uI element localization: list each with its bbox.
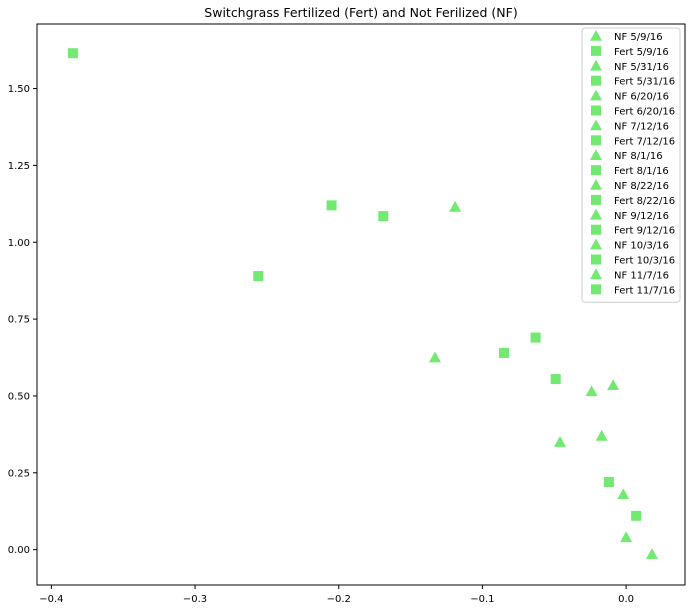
y-tick-label: 0.25 [8,468,30,479]
data-point-square [253,271,264,282]
data-point-square [603,477,614,488]
data-points [67,48,658,560]
legend-marker [590,149,602,160]
legend-label: Fert 9/12/16 [614,226,675,237]
data-point-triangle [595,429,608,441]
data-point-triangle [553,436,566,447]
legend-marker [590,30,602,41]
y-tick-label: 0.50 [8,391,30,402]
legend-marker [591,254,601,265]
legend-label: NF 8/22/16 [614,181,669,192]
legend-label: NF 6/20/16 [614,92,669,103]
legend-marker [590,208,602,220]
chart-title: Switchgrass Fertilized (Fert) and Not Fe… [204,5,517,20]
legend-marker [590,238,602,250]
legend-marker [591,45,601,56]
data-point-square [631,510,642,521]
legend-label: NF 11/7/16 [614,270,669,281]
x-tick-label: −0.4 [39,594,63,605]
data-point-square [530,332,541,343]
legend-label: NF 5/31/16 [614,62,669,73]
legend-marker [591,135,601,146]
legend-marker [590,179,602,190]
data-point-square [326,200,337,211]
legend-label: Fert 11/7/16 [614,285,675,296]
data-point-square [378,211,389,222]
legend-label: Fert 5/9/16 [614,47,669,58]
legend: NF 5/9/16 Fert 5/9/16 NF 5/31/16 Fert 5/31/… [581,27,681,303]
legend-label: Fert 10/3/16 [614,256,675,267]
x-tick-label: −0.3 [183,594,207,605]
legend-label: Fert 6/20/16 [614,107,675,118]
legend-marker [591,105,601,116]
legend-marker [590,89,602,101]
y-tick-label: 1.25 [8,161,30,172]
legend-marker [591,224,601,235]
legend-label: NF 5/9/16 [614,32,663,43]
legend-label: Fert 8/1/16 [614,166,669,177]
data-point-triangle [585,385,598,397]
y-tick-label: 1.00 [8,238,30,249]
x-tick-label: −0.2 [327,594,351,605]
data-point-triangle [645,548,658,560]
legend-marker [591,284,601,295]
data-point-square [550,374,561,385]
x-tick-label: −0.1 [470,594,494,605]
data-point-triangle [620,531,633,543]
legend-label: Fert 5/31/16 [614,77,675,88]
axes: −0.4 −0.3 −0.2 −0.1 0.0 0.00 0.25 0.50 0.75 1.00 1… [8,23,686,605]
data-point-triangle [617,488,630,500]
legend-label: Fert 7/12/16 [614,136,675,147]
legend-box [581,27,681,303]
y-tick-label: 0.75 [8,315,30,326]
legend-marker [590,268,602,280]
plot-frame [36,23,686,586]
legend-label: NF 7/12/16 [614,121,669,132]
y-tick-label: 0.00 [8,545,30,556]
legend-marker [590,59,602,71]
legend-label: NF 8/1/16 [614,151,663,162]
data-point-square [498,347,509,358]
legend-label: NF 9/12/16 [614,211,669,222]
y-tick-label: 1.50 [8,84,30,95]
legend-marker [591,194,601,205]
data-point-triangle [449,200,462,212]
legend-marker [590,119,602,131]
legend-marker [591,165,601,176]
legend-label: NF 10/3/16 [614,241,669,252]
data-point-triangle [428,351,441,363]
legend-marker [591,75,601,86]
legend-label: Fert 8/22/16 [614,196,675,207]
data-point-square [67,48,78,59]
x-tick-label: 0.0 [618,594,634,605]
data-point-triangle [607,379,620,390]
